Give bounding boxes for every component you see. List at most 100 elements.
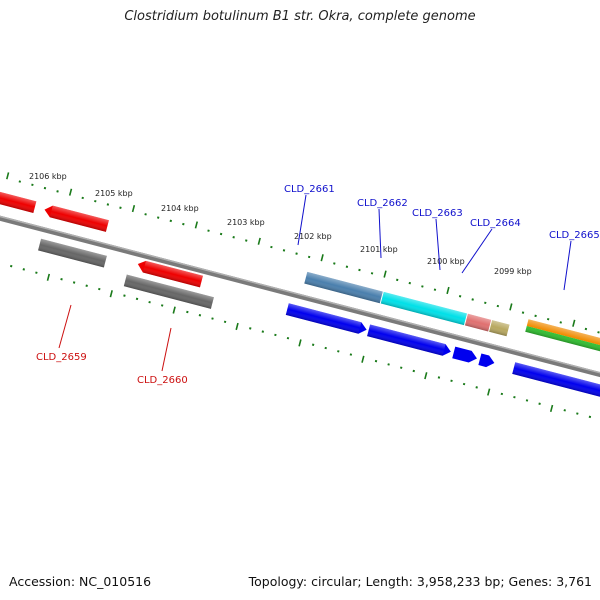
inner-tick-ring (9, 264, 592, 419)
outer-ring-minor-tick (433, 288, 437, 291)
outer-ring-minor-tick (421, 285, 424, 288)
accession-label: Accession: NC_010516 (9, 574, 152, 589)
outer-ring-minor-tick (395, 278, 399, 282)
gene-label-cld-2662: CLD_2662 (357, 198, 408, 209)
inner-ring-minor-tick (148, 300, 151, 304)
inner-ring-minor-tick (374, 359, 378, 363)
inner-ring-minor-tick (450, 379, 453, 383)
inner-ring-minor-tick (22, 268, 26, 271)
outer-tick-ring (6, 172, 600, 334)
outer-ring-minor-tick (169, 219, 172, 223)
outer-ring-minor-tick (56, 190, 59, 193)
outer-ring-major-tick (131, 204, 136, 213)
leader-line (563, 240, 572, 291)
outer-ring-major-tick (68, 188, 73, 196)
gene-label-cld-2660: CLD_2660 (137, 375, 188, 386)
leader-line (161, 327, 172, 372)
scale-label: 2101 kbp (360, 245, 398, 254)
inner-ring-minor-tick (349, 353, 353, 356)
gene-blue-5 (512, 362, 600, 405)
inner-ring-minor-tick (563, 409, 566, 412)
outer-ring-minor-tick (408, 281, 412, 285)
outer-ring-minor-tick (207, 229, 210, 232)
inner-ring-minor-tick (311, 343, 315, 346)
inner-ring-minor-tick (160, 304, 164, 307)
inner-ring-minor-tick (412, 369, 416, 373)
inner-ring-minor-tick (337, 350, 340, 353)
gene-cld-2662-feature (380, 291, 467, 326)
inner-ring-minor-tick (85, 284, 88, 287)
outer-ring-minor-tick (232, 236, 235, 239)
gene-cld-2663-feature (464, 313, 492, 332)
outer-ring-major-tick (509, 303, 513, 311)
outer-ring-major-tick (194, 221, 199, 229)
outer-ring-minor-tick (584, 327, 588, 331)
outer-ring-minor-tick (546, 317, 550, 321)
inner-ring-minor-tick (135, 297, 139, 301)
outer-ring-minor-tick (43, 186, 47, 190)
outer-ring-major-tick (572, 319, 576, 327)
outer-ring-minor-tick (496, 304, 500, 308)
inner-ring-minor-tick (35, 271, 38, 274)
outer-ring-minor-tick (94, 199, 97, 203)
outer-ring-minor-tick (295, 252, 298, 255)
inner-ring-major-tick (549, 404, 554, 413)
gene-gray-2659 (38, 238, 107, 268)
scale-label: 2106 kbp (29, 172, 67, 181)
outer-ring-minor-tick (521, 311, 525, 314)
leader-line (461, 228, 493, 274)
inner-ring-major-tick (235, 322, 239, 331)
inner-ring-minor-tick (9, 264, 13, 268)
inner-ring-minor-tick (186, 310, 189, 314)
inner-ring-minor-tick (500, 392, 504, 396)
inner-ring-minor-tick (261, 330, 265, 333)
inner-ring-minor-tick (198, 314, 202, 317)
gene-cld-2661-feature (304, 271, 383, 304)
outer-ring-minor-tick (559, 321, 562, 324)
outer-ring-minor-tick (31, 183, 34, 187)
inner-ring-major-tick (424, 372, 428, 380)
inner-ring-minor-tick (98, 287, 101, 291)
scale-label: 2104 kbp (161, 204, 199, 213)
inner-ring-minor-tick (576, 412, 579, 415)
outer-ring-major-tick (383, 270, 387, 278)
gene-blue-4 (478, 353, 495, 368)
inner-ring-major-tick (298, 339, 302, 347)
inner-ring-minor-tick (588, 415, 592, 419)
inner-ring-minor-tick (324, 346, 327, 350)
outer-ring-minor-tick (597, 331, 600, 334)
outer-ring-minor-tick (156, 216, 160, 219)
gene-cld-2664-feature (489, 320, 510, 337)
gene-labels-below: CLD_2659 CLD_2660 (36, 304, 188, 386)
scale-label: 2103 kbp (227, 218, 265, 227)
outer-ring-minor-tick (119, 206, 122, 209)
gene-blue-3 (452, 346, 477, 363)
scale-labels: 2106 kbp 2105 kbp 2104 kbp 2103 kbp 2102… (29, 172, 532, 276)
inner-ring-minor-tick (475, 386, 478, 389)
inner-ring-minor-tick (123, 294, 126, 297)
outer-ring-minor-tick (534, 314, 537, 318)
gene-red-left-1 (0, 181, 37, 213)
outer-ring-minor-tick (370, 272, 374, 275)
gene-labels-above: CLD_2661 CLD_2662 CLD_2663 CLD_2664 CLD_… (284, 184, 600, 291)
gene-gray-2660 (123, 274, 214, 309)
outer-ring-minor-tick (144, 213, 147, 216)
inner-ring-minor-tick (387, 363, 390, 366)
outer-ring-minor-tick (81, 196, 84, 200)
leader-line (378, 208, 382, 259)
outer-ring-minor-tick (106, 203, 110, 206)
leader-line (58, 304, 72, 349)
gene-label-cld-2665: CLD_2665 (549, 230, 600, 241)
inner-ring-major-tick (46, 273, 51, 281)
gene-red-left-2 (44, 205, 109, 232)
outer-ring-minor-tick (270, 245, 273, 249)
inner-ring-minor-tick (72, 281, 76, 284)
inner-ring-minor-tick (538, 402, 541, 405)
genome-backbone-highlight (0, 198, 600, 392)
genome-title: Clostridium botulinum B1 str. Okra, comp… (124, 9, 476, 24)
scale-label: 2099 kbp (494, 267, 532, 276)
inner-ring-minor-tick (399, 366, 403, 369)
inner-ring-major-tick (487, 388, 491, 396)
